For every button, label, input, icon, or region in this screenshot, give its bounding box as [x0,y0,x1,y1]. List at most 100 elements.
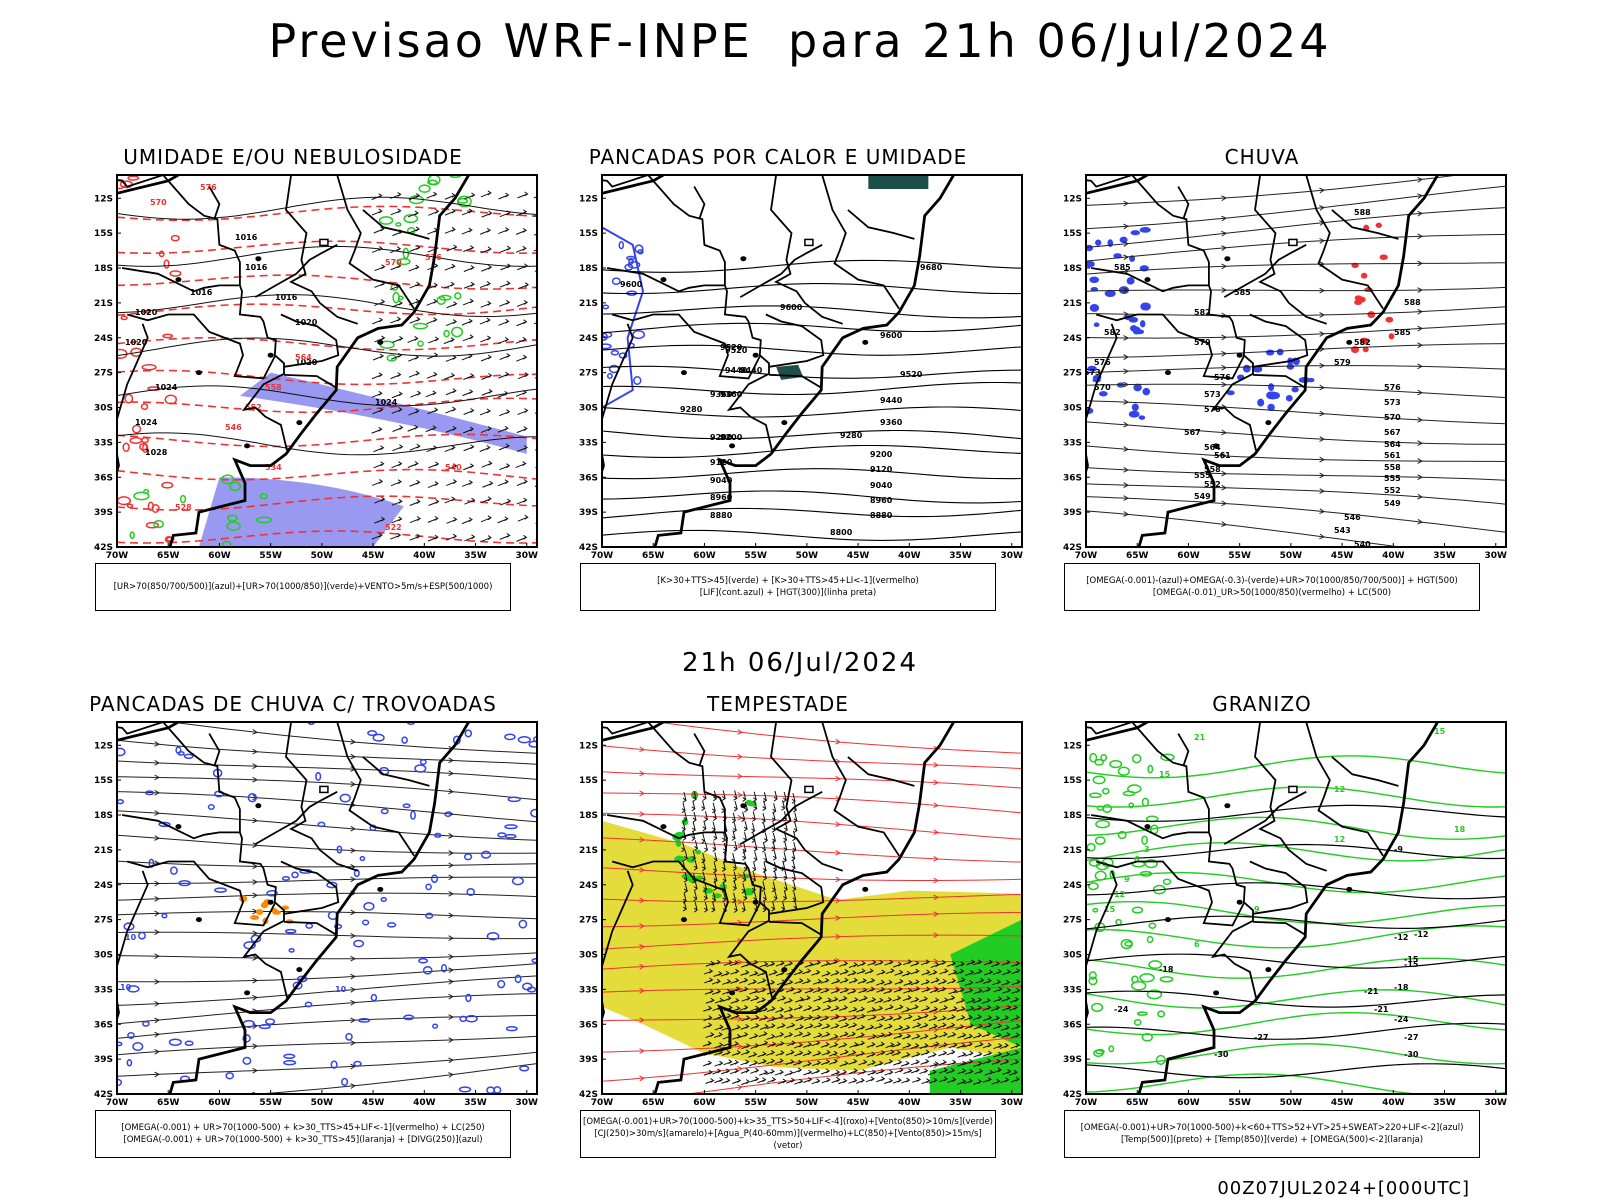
wind-vector [955,1024,965,1031]
wind-vector [733,902,738,913]
country-border [693,733,706,767]
streamline-arrow [448,850,455,856]
wind-vector [1002,969,1012,976]
wind-vector [445,425,457,433]
red-contour [131,424,142,434]
omega-blue [1086,260,1095,268]
red-contour [127,175,140,181]
country-border [1223,791,1307,845]
wind-vector [912,1077,922,1083]
wind-vector [991,1058,1001,1065]
wind-vector [929,1006,939,1013]
wind-vector [910,960,920,967]
divg-contour [225,1072,235,1080]
lat-tick-label: 15S [579,776,598,786]
panels.2.labels_black-label: 558 [1384,463,1401,472]
wind-vector [947,1031,957,1038]
panels.5.labels_black-label: -12 [1414,930,1428,939]
divg-contour [464,729,473,738]
streamline [117,834,537,854]
panel-tempestade: TEMPESTADE 12S 15S 18S 21S 24S 27S 30S 33S 36S 39S… [558,692,1023,1162]
lat-tick-label: 27S [94,369,113,379]
streamline-arrow [154,978,161,985]
streamline-arrow [639,1075,646,1082]
wind-vector [711,821,716,833]
wind-vector [983,1022,993,1029]
red-contour [163,259,170,269]
lon-tick-label: 40W [898,551,921,561]
red-contour [142,443,149,454]
wind-vector [391,352,403,360]
wind-vector [795,996,805,1003]
wind-vector [1011,988,1021,994]
streamline-arrow [154,1048,161,1055]
wind-vector [721,1068,731,1075]
divg-contour [425,912,434,919]
wind-vector [428,461,440,469]
streamline [1086,400,1506,425]
wind-vector [759,961,769,968]
wind-vector [975,977,985,984]
wind-vector [712,988,722,995]
wind-vector [390,372,402,380]
coastline [1086,175,1440,547]
wind-vector [865,1024,875,1031]
wind-vector [839,977,849,984]
wind-vector [991,1078,1001,1085]
wind-vector [533,249,537,252]
legend-line: [LIF](cont.azul) + [HGT(300)](linha pret… [699,588,877,598]
wind-vector [1010,1032,1021,1039]
lif-contour [618,241,625,250]
wind-vector [885,968,895,975]
wind-vector [992,969,1002,975]
wind-vector [775,1050,785,1057]
wind-vector [813,995,823,1002]
contour-line [117,274,537,290]
coastline [602,722,956,1094]
panels.5.labels_green-label: 6 [1194,940,1200,949]
streamline [652,722,1022,754]
contour-line [117,369,537,386]
wind-vector [883,1078,894,1085]
wind-vector [499,280,511,288]
streamline [602,911,1022,928]
contour-line [1086,1073,1506,1094]
green-contour [226,521,241,531]
country-border [117,323,149,476]
wind-vector [866,1041,876,1048]
wind-vector [714,1060,724,1067]
wind-vector [704,988,714,995]
wind-vector [802,1050,812,1057]
panels.5.labels_green-label: 21 [1194,733,1206,742]
wind-vector [517,263,529,271]
country-border [821,175,900,310]
streamline-arrow [1123,399,1130,405]
panel-pancadas-calor: PANCADAS POR CALOR E UMIDADE 9680 9600 9600… [558,145,1023,615]
wind-vector [757,978,767,984]
wind-vector [515,336,527,344]
wind-vector [409,193,421,201]
wind-vector [774,1058,784,1065]
divg-contour [517,736,531,744]
wind-vector [763,832,769,843]
wind-vector [910,1067,920,1074]
wind-vector [867,959,877,966]
wind-850-area [929,1047,1022,1094]
temp850-contour [1141,1032,1153,1042]
streamline-arrow [1319,410,1326,417]
wind-vector [857,1069,867,1076]
wind-vector [849,997,859,1004]
wind-vector [812,1050,822,1057]
country-border [208,186,221,220]
streamline-arrow [448,833,455,839]
streamline-arrow [350,1040,357,1046]
temp850-contour [1096,805,1105,811]
wind-vector [480,535,492,543]
streamline-arrow [835,1036,842,1043]
wind-vector [758,1015,769,1022]
wind-vector [752,791,758,803]
wind-vector [681,802,686,814]
panels.0.labels_black-label: 1020 [125,338,148,347]
contour-line [602,305,1022,319]
wind-vector [407,210,419,218]
